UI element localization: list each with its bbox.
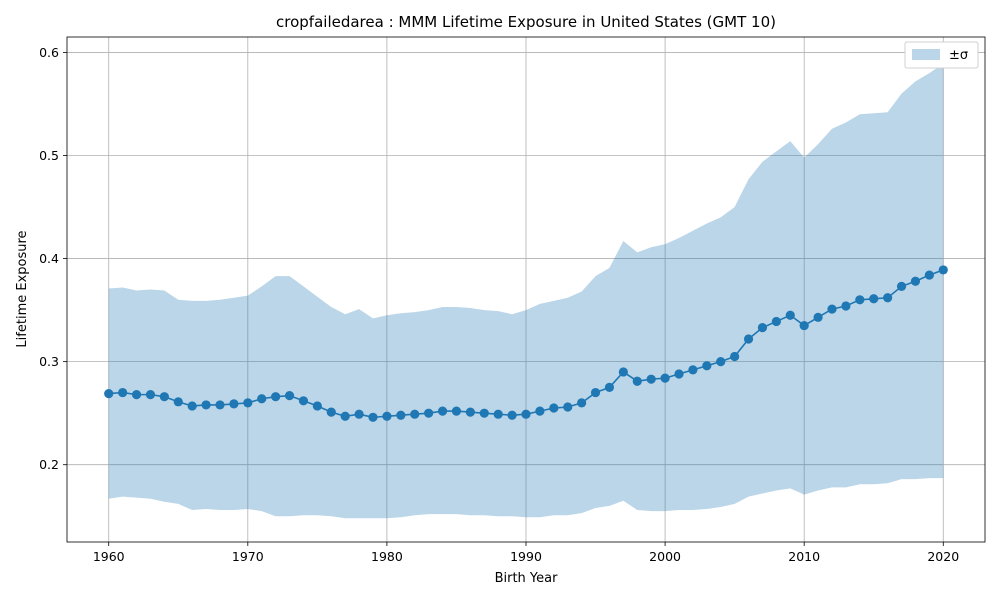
mean-point [173, 397, 183, 407]
mean-point [118, 387, 128, 398]
mean-point [451, 406, 462, 416]
mean-points [104, 265, 948, 422]
mean-point [841, 301, 851, 311]
mean-point [590, 387, 601, 398]
y-tick-label: 0.5 [39, 148, 59, 163]
x-tick-label: 2000 [649, 549, 681, 564]
mean-point [938, 265, 948, 275]
mean-point [354, 409, 364, 419]
x-tick-label: 1980 [371, 549, 403, 564]
x-tick-label: 1990 [510, 549, 542, 564]
mean-point [549, 403, 559, 413]
legend-swatch-band [912, 49, 940, 60]
grid-lines [67, 37, 985, 542]
mean-point [799, 320, 809, 331]
mean-point [521, 409, 531, 419]
mean-point [145, 390, 156, 400]
mean-point [243, 398, 253, 408]
mean-point [702, 361, 712, 371]
mean-point [271, 392, 281, 402]
x-tick-label: 2020 [927, 549, 959, 564]
mean-point [618, 367, 628, 377]
mean-point [187, 401, 197, 411]
mean-point [229, 399, 239, 409]
mean-point [869, 294, 879, 304]
mean-point [827, 304, 837, 314]
mean-point [326, 407, 336, 417]
mean-point [493, 409, 503, 419]
mean-point [660, 373, 670, 383]
mean-point [298, 396, 309, 406]
mean-point [257, 394, 267, 404]
mean-point [910, 276, 921, 286]
y-axis-ticks: 0.2 0.3 0.4 0.5 0.6 [39, 45, 67, 472]
x-tick-label: 1970 [232, 549, 264, 564]
mean-point [535, 406, 545, 416]
mean-point [215, 400, 225, 410]
mean-point [368, 412, 378, 422]
mean-point [159, 392, 169, 402]
legend: ±σ [904, 41, 979, 69]
mean-point [479, 408, 489, 418]
mean-point [924, 270, 934, 280]
mean-point [465, 407, 475, 417]
chart-title: cropfailedarea : MMM Lifetime Exposure i… [276, 13, 776, 31]
mean-point [743, 334, 754, 344]
mean-point [396, 410, 406, 420]
mean-point [757, 323, 768, 333]
mean-point [340, 411, 350, 421]
y-axis-label: Lifetime Exposure [15, 230, 30, 347]
mean-point [507, 410, 517, 420]
mean-point [771, 316, 781, 327]
mean-point [563, 402, 573, 412]
mean-point [716, 357, 726, 367]
y-tick-label: 0.4 [39, 251, 59, 266]
mean-point [688, 365, 698, 375]
legend-label-band: ±σ [949, 48, 968, 63]
x-tick-label: 2010 [788, 549, 820, 564]
mean-point [424, 408, 434, 418]
x-axis-ticks: 1960 1970 1980 1990 2000 2010 2020 [93, 542, 959, 564]
x-tick-label: 1960 [93, 549, 125, 564]
mean-point [813, 312, 823, 322]
mean-point [646, 374, 656, 384]
mean-point [883, 293, 893, 303]
mean-point [855, 295, 865, 305]
mean-point [201, 400, 211, 410]
mean-point [410, 409, 420, 419]
y-tick-label: 0.2 [39, 457, 59, 472]
mean-point [674, 369, 684, 379]
x-axis-label: Birth Year [495, 571, 559, 586]
y-tick-label: 0.3 [39, 354, 59, 369]
mean-point [131, 390, 142, 400]
legend-box [904, 41, 979, 69]
y-tick-label: 0.6 [39, 45, 59, 60]
mean-point [632, 376, 642, 386]
mean-point [785, 310, 795, 320]
mean-point [104, 388, 114, 399]
mean-point [437, 406, 448, 416]
mean-point [284, 391, 295, 401]
mean-point [382, 411, 392, 421]
mean-point [604, 382, 615, 393]
mean-point [577, 398, 587, 408]
mean-point [312, 401, 322, 411]
mean-point [896, 281, 907, 292]
mean-point [730, 351, 740, 362]
